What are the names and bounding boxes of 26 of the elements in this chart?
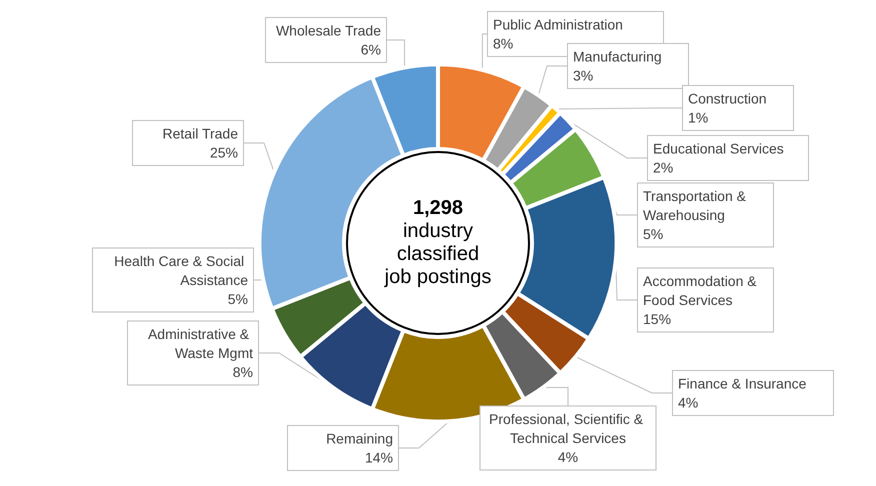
slice-label: Educational Services — [653, 140, 784, 156]
data-label: 1% — [688, 110, 708, 126]
data-label: 8% — [232, 364, 253, 380]
data-label: 14% — [364, 450, 393, 466]
data-label: 5% — [643, 226, 664, 242]
data-label: 8% — [493, 36, 514, 52]
data-label: 3% — [573, 68, 594, 84]
slice-label: Wholesale Trade — [276, 22, 382, 38]
data-label: 15% — [643, 311, 672, 327]
data-label: 4% — [558, 449, 578, 465]
data-label: 25% — [210, 144, 238, 160]
data-label: 6% — [360, 42, 381, 58]
data-label: 4% — [678, 394, 698, 410]
slice-label: Retail Trade — [162, 126, 238, 142]
slice-label: Accommodation & Food Services — [643, 273, 760, 308]
data-label: 5% — [228, 291, 248, 307]
slice-label: Public Administration — [493, 16, 623, 32]
slice-label: Transportation & Warehousing — [643, 188, 750, 223]
slice-label: Construction — [688, 90, 767, 106]
slice-label: Manufacturing — [573, 48, 662, 64]
slice-label: Health Care & Social Assistance — [114, 253, 248, 288]
data-label: 2% — [653, 160, 674, 176]
slice-label: Professional, Scientific & Technical Services — [489, 411, 647, 446]
slice-label: Remaining — [326, 430, 393, 446]
slice-label: Finance & Insurance — [678, 376, 807, 392]
slice-label: Administrative & Waste Mgmt — [148, 326, 254, 361]
